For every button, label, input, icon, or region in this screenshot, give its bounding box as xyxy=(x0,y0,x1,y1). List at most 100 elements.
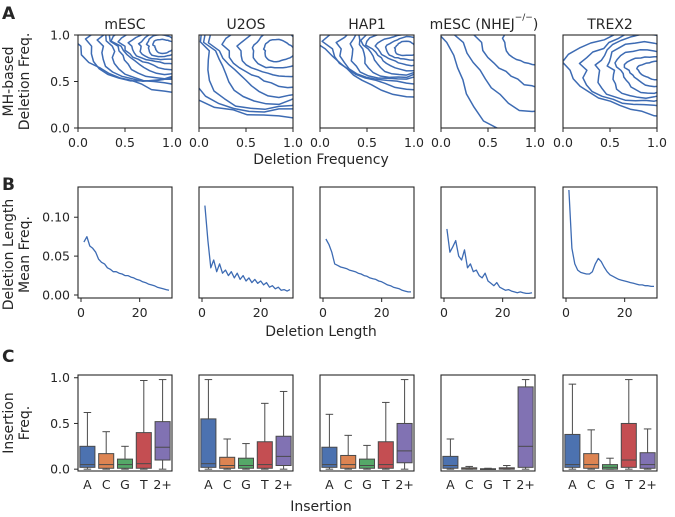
x-tick-label: 0 xyxy=(562,305,570,320)
x-tick-label: C xyxy=(465,477,474,492)
x-tick-label: G xyxy=(362,477,372,492)
subplot-title: TREX2 xyxy=(586,17,633,33)
contour-level xyxy=(199,86,293,113)
x-tick-label: 0.0 xyxy=(310,135,330,150)
contour-level xyxy=(614,49,657,95)
line-subplot: 0 20 xyxy=(440,186,536,320)
contour-level xyxy=(207,35,293,99)
panel-letter-b: B xyxy=(2,175,15,195)
contour-level xyxy=(105,35,172,82)
iqr-box xyxy=(135,432,152,469)
contour-level xyxy=(453,35,535,113)
iqr-box xyxy=(98,453,115,469)
contour-level xyxy=(623,55,657,88)
subplot-title: U2OS xyxy=(226,17,265,33)
iqr-box xyxy=(442,455,459,469)
box-subplot: A C G T 2+ xyxy=(562,374,658,492)
x-tick-label: G xyxy=(605,477,615,492)
contour-level xyxy=(127,35,172,65)
subplot-frame xyxy=(440,186,536,299)
x-tick-label: C xyxy=(587,477,596,492)
contour-level xyxy=(358,35,414,79)
contour-level xyxy=(117,35,172,71)
contour-level xyxy=(145,35,172,58)
y-tick-label: 0.0 xyxy=(50,121,70,136)
y-axis-label: InsertionFreq. xyxy=(1,392,33,453)
iqr-box xyxy=(256,441,273,469)
x-tick-label: T xyxy=(624,477,633,492)
x-tick-label: 0.5 xyxy=(115,135,135,150)
x-tick-label: 1.0 xyxy=(647,135,667,150)
iqr-box xyxy=(620,422,637,468)
x-tick-label: 0.0 xyxy=(189,135,209,150)
contour-level xyxy=(202,35,293,106)
contour-level xyxy=(636,60,657,81)
y-tick-label: 0.00 xyxy=(42,288,70,303)
contour-level xyxy=(594,35,657,102)
box-2plus xyxy=(275,390,292,470)
box-g xyxy=(601,457,619,470)
x-tick-label: 20 xyxy=(132,305,148,320)
x-tick-label: T xyxy=(502,477,511,492)
x-tick-label: G xyxy=(120,477,130,492)
x-tick-label: 2+ xyxy=(638,477,656,492)
iqr-box xyxy=(275,435,292,467)
subplot-title: HAP1 xyxy=(348,17,385,33)
box-g xyxy=(358,444,376,470)
iqr-box xyxy=(639,452,656,469)
contour-level xyxy=(578,35,657,107)
x-tick-label: A xyxy=(446,477,455,492)
x-tick-label: 2+ xyxy=(153,477,171,492)
x-tick-label: 0.5 xyxy=(357,135,377,150)
panel-a: mESC U2OS HAP1 mESC (NHEJ−/−) TREX2 0.0 0.5 1.0… xyxy=(50,13,667,168)
subplot-frame xyxy=(562,186,658,299)
x-tick-label: A xyxy=(204,477,213,492)
panel-letter-a: A xyxy=(2,4,16,24)
x-tick-label: G xyxy=(241,477,251,492)
box-a xyxy=(442,438,459,470)
contour-level xyxy=(335,35,414,85)
series-line xyxy=(446,228,533,295)
box-a xyxy=(200,379,217,470)
x-tick-label: 20 xyxy=(617,305,633,320)
x-tick-label: 2+ xyxy=(395,477,413,492)
line-subplot: 0 20 xyxy=(319,186,415,320)
box-t xyxy=(620,379,637,470)
x-tick-label: 20 xyxy=(374,305,390,320)
x-tick-label: 0 xyxy=(77,305,85,320)
x-tick-label: 20 xyxy=(495,305,511,320)
contour-subplot: 0.0 0.5 1.0 xyxy=(431,34,545,150)
x-tick-label: 2+ xyxy=(274,477,292,492)
y-tick-label: 0.5 xyxy=(50,416,70,431)
contour-level xyxy=(108,35,172,80)
contour-level xyxy=(96,35,172,83)
iqr-box xyxy=(116,458,134,469)
box-subplot: A C G T 2+ xyxy=(319,374,415,492)
subplot-title: mESC (NHEJ−/−) xyxy=(430,13,539,33)
line-subplot: 0 20 xyxy=(198,186,294,320)
x-tick-label: 20 xyxy=(253,305,269,320)
iqr-box xyxy=(237,457,255,469)
box-c xyxy=(219,438,236,470)
y-tick-label: 1.0 xyxy=(50,28,70,43)
panel-b: 0 20 0.00 0.05 0.10 0 20 0 20 0 20 0 20 Deletion Leng… xyxy=(42,186,658,340)
y-axis-label: MH-basedDeletion Freq. xyxy=(1,33,33,131)
x-tick-label: 2+ xyxy=(516,477,534,492)
contour-level xyxy=(84,35,172,85)
iqr-box xyxy=(396,422,413,464)
panel-letter-c: C xyxy=(2,347,14,367)
x-tick-label: 0.0 xyxy=(431,135,451,150)
subplot-frame xyxy=(319,186,415,299)
contour-level xyxy=(321,35,414,91)
box-a xyxy=(79,411,96,470)
contour-subplot: 0.0 0.5 1.0 xyxy=(189,34,303,150)
contour-level xyxy=(251,35,293,69)
box-2plus xyxy=(517,379,534,470)
box-c xyxy=(583,429,600,470)
contour-level xyxy=(364,35,414,72)
subplot-frame xyxy=(198,186,294,299)
subplot-title: mESC xyxy=(104,17,145,33)
contour-level xyxy=(360,35,414,76)
iqr-box xyxy=(200,418,217,468)
